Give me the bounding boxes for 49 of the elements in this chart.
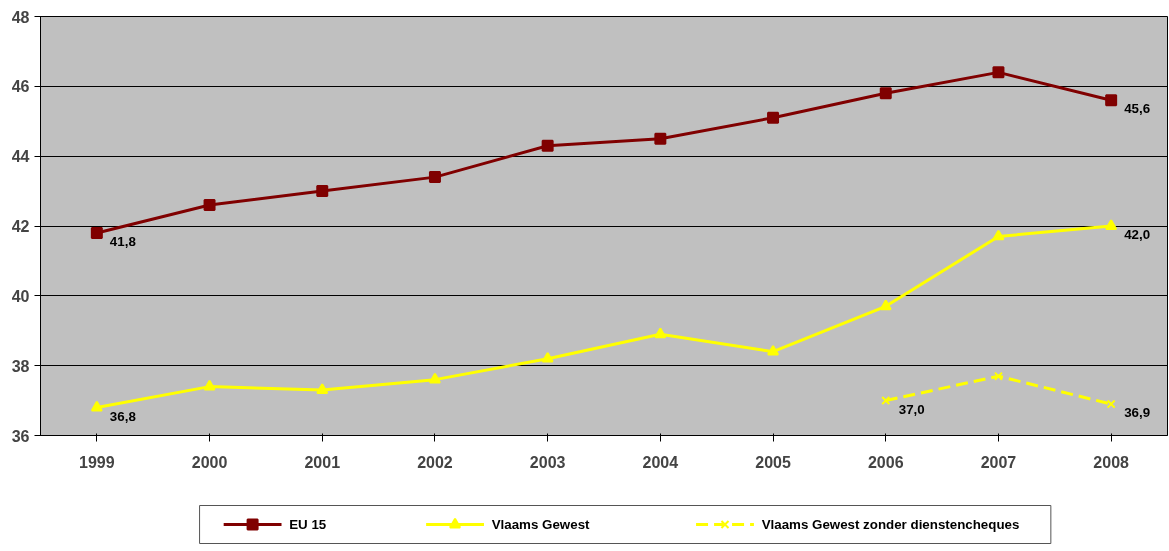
data-label: 41,8 (109, 233, 136, 249)
point (316, 383, 329, 394)
point (1105, 94, 1118, 107)
point (1106, 399, 1116, 409)
data-label: 36,8 (109, 408, 136, 424)
point (1105, 219, 1118, 230)
x-tick-label: 2003 (529, 453, 566, 471)
point (316, 185, 329, 198)
y-tick-label: 40 (11, 287, 30, 305)
point (90, 400, 103, 412)
x-tick-label: 2005 (755, 453, 791, 471)
point (879, 87, 892, 100)
x-tick-label: 2002 (417, 453, 453, 471)
point (203, 379, 216, 391)
legend-label: Vlaams Gewest (491, 517, 591, 532)
point (992, 66, 1005, 79)
x-tick-label: 2001 (304, 453, 341, 471)
point (541, 139, 554, 152)
x-tick-label: 2000 (191, 453, 228, 471)
point (541, 351, 554, 363)
point (767, 111, 780, 124)
data-label: 37,0 (898, 401, 925, 417)
x-tick-label: 2007 (980, 453, 1017, 471)
x-tick-label: 2004 (642, 453, 679, 471)
point (993, 371, 1003, 381)
data-label: 45,6 (1124, 101, 1151, 117)
x-tick-label: 2006 (867, 453, 904, 471)
y-tick-label: 46 (11, 78, 30, 96)
y-tick-label: 44 (11, 148, 30, 166)
point (992, 229, 1005, 241)
x-tick-label: 2008 (1093, 453, 1130, 471)
legend-label: EU 15 (289, 517, 327, 532)
point (428, 372, 441, 384)
point (90, 226, 103, 239)
point (767, 344, 780, 356)
point (203, 199, 216, 212)
legend-label: Vlaams Gewest zonder dienstencheques (761, 517, 1020, 532)
data-label: 36,9 (1124, 405, 1151, 421)
y-tick-label: 38 (11, 357, 30, 375)
y-tick-label: 48 (11, 8, 30, 26)
data-label: 42,0 (1124, 227, 1151, 242)
point (881, 396, 891, 406)
y-tick-label: 36 (11, 427, 30, 445)
point (654, 327, 667, 339)
point (654, 132, 667, 145)
point (428, 171, 441, 184)
y-tick-label: 42 (11, 218, 30, 235)
point (879, 299, 892, 311)
x-tick-label: 1999 (79, 453, 115, 471)
